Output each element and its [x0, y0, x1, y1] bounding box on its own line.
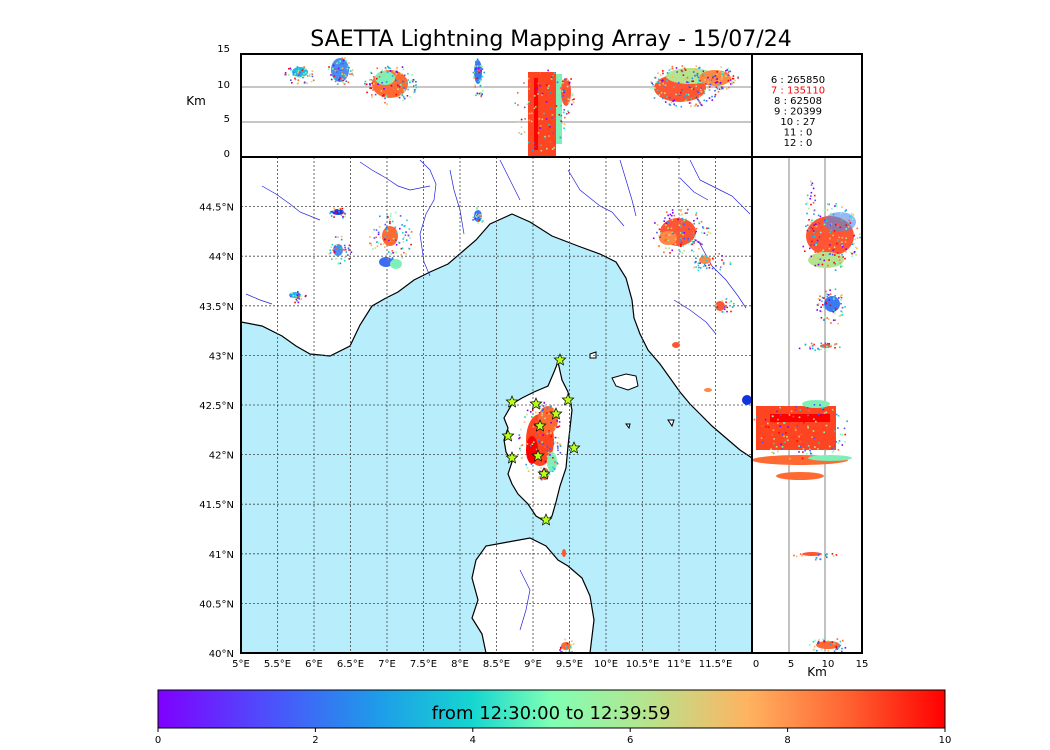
- main-map: 5°E 5.5°E 6°E 6.5°E 7°E 7.5°E 8°E 8.5°E 9°E 9.5°E…: [199, 156, 753, 670]
- longitude-tick-label: 8.5°E: [483, 659, 510, 670]
- station-star-icon: [567, 441, 581, 454]
- colorbar-label: from 12:30:00 to 12:39:59: [432, 703, 671, 724]
- station-star-icon: [505, 395, 519, 408]
- station-star-icon: [561, 393, 575, 406]
- longitude-tick-label: 5.5°E: [264, 659, 291, 670]
- longitude-tick-label: 7.5°E: [410, 659, 437, 670]
- latitude-tick-label: 40°N: [209, 649, 234, 660]
- lma-stations: [501, 353, 581, 526]
- station-star-icon: [537, 467, 551, 480]
- colorbar-tick-label: 2: [312, 735, 318, 746]
- figure-title: SAETTA Lightning Mapping Array - 15/07/2…: [310, 27, 791, 52]
- latitude-tick-label: 44.5°N: [199, 203, 234, 214]
- station-star-icon: [533, 419, 547, 432]
- altitude-unit-label: Km: [186, 94, 206, 108]
- latitude-tick-label: 41°N: [209, 550, 234, 561]
- altitude-tick-label: 0: [224, 149, 230, 160]
- side-tick-label: 15: [856, 659, 869, 670]
- map-gridlines: [241, 157, 752, 653]
- longitude-tick-label: 6°E: [305, 659, 323, 670]
- count-entry: 10 : 27: [780, 117, 815, 128]
- altitude-tick-label: 5: [224, 114, 230, 125]
- side-altitude-panel: 0 5 10 15 Km: [751, 156, 869, 679]
- longitude-tick-label: 9.5°E: [556, 659, 583, 670]
- longitude-tick-label: 10°E: [594, 659, 618, 670]
- colorbar-tick-label: 0: [155, 735, 161, 746]
- side-tick-label: 5: [788, 659, 794, 670]
- count-entry: 6 : 265850: [771, 75, 825, 86]
- longitude-tick-label: 11°E: [667, 659, 691, 670]
- longitude-tick-label: 6.5°E: [337, 659, 364, 670]
- elba-island: [611, 373, 639, 391]
- longitude-tick-label: 9°E: [524, 659, 542, 670]
- side-tick-label: 0: [753, 659, 759, 670]
- colorbar-tick-label: 4: [470, 735, 476, 746]
- count-entry: 11 : 0: [784, 128, 813, 139]
- count-entry: 9 : 20399: [774, 107, 822, 118]
- side-unit-label: Km: [807, 665, 827, 679]
- latitude-tick-label: 40.5°N: [199, 599, 234, 610]
- longitude-tick-label: 8°E: [451, 659, 469, 670]
- count-entry: 12 : 0: [784, 138, 813, 149]
- colorbar-gradient: [157, 689, 946, 729]
- latitude-tick-label: 41.5°N: [199, 500, 234, 511]
- station-star-icon: [505, 451, 519, 464]
- longitude-tick-label: 7°E: [378, 659, 396, 670]
- station-star-icon: [549, 407, 563, 420]
- altitude-panel: Km 15 10 5 0: [186, 44, 753, 160]
- longitude-tick-label: 5°E: [232, 659, 250, 670]
- station-star-icon: [553, 353, 567, 366]
- count-entry: 8 : 62508: [774, 96, 822, 107]
- colorbar-tick-label: 10: [939, 735, 952, 746]
- side-tick-label: 10: [822, 659, 835, 670]
- latitude-tick-label: 42°N: [209, 451, 234, 462]
- station-star-icon: [531, 449, 545, 462]
- station-star-icon: [529, 397, 543, 410]
- latitude-tick-label: 43.5°N: [199, 302, 234, 313]
- longitude-tick-label: 11.5°E: [699, 659, 733, 670]
- count-entry: 7 : 135110: [771, 86, 825, 97]
- station-star-icon: [539, 513, 553, 526]
- colorbar-tick-label: 8: [784, 735, 790, 746]
- blue-marker: [742, 395, 752, 405]
- station-star-icon: [501, 429, 515, 442]
- altitude-tick-label: 10: [217, 80, 230, 91]
- colorbar-tick-label: 6: [627, 735, 633, 746]
- longitude-tick-label: 10.5°E: [626, 659, 660, 670]
- colorbar: from 12:30:00 to 12:39:59 0 2 4 6 8 10: [155, 689, 952, 746]
- latitude-tick-label: 43°N: [209, 351, 234, 362]
- latitude-tick-label: 42.5°N: [199, 401, 234, 412]
- latitude-tick-label: 44°N: [209, 252, 234, 263]
- altitude-tick-label: 15: [217, 44, 230, 55]
